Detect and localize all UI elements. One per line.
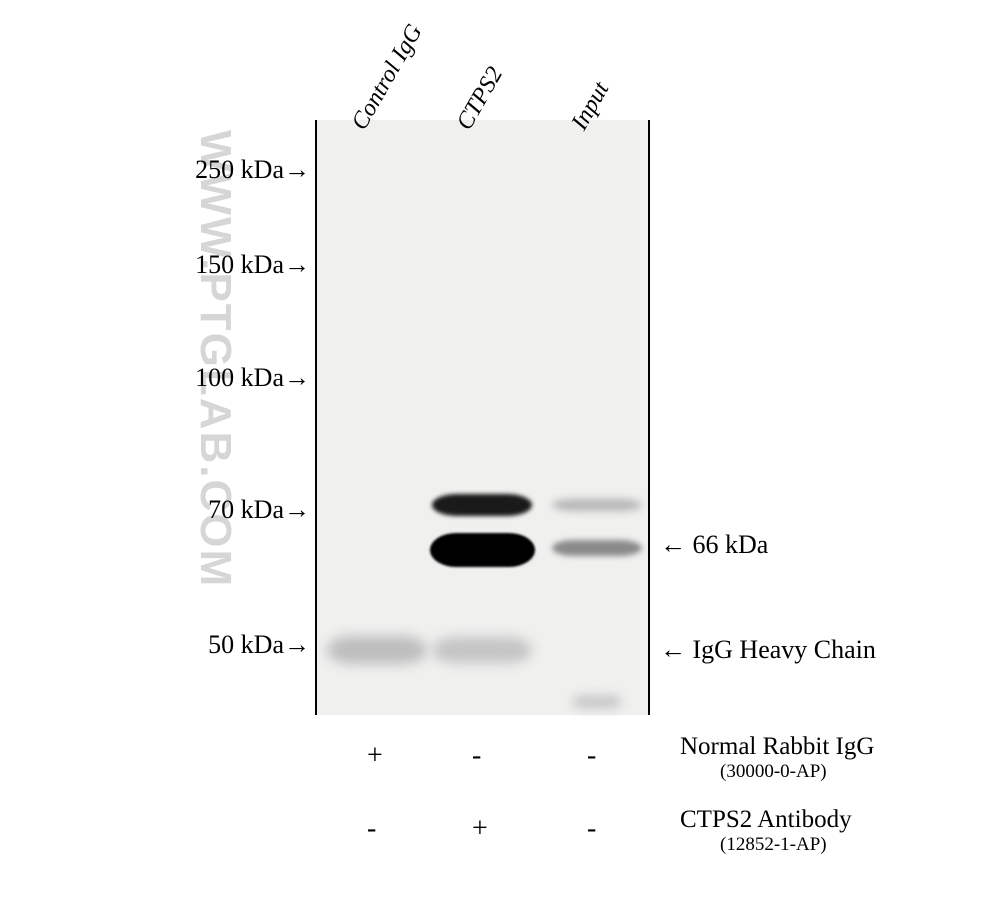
band-ctps2-2 <box>430 533 535 567</box>
pm-control-row0: + <box>367 740 383 772</box>
band-input-5 <box>552 540 642 556</box>
antibody-label-0: Normal Rabbit IgG <box>680 733 874 761</box>
band-input-6 <box>572 695 622 709</box>
right-annotation-1: ← IgG Heavy Chain <box>660 635 876 665</box>
band-control-0 <box>327 636 427 664</box>
blot-background <box>317 120 648 715</box>
antibody-sublabel-0: (30000-0-AP) <box>720 761 827 783</box>
pm-input-row1: - <box>587 813 596 845</box>
band-input-4 <box>552 499 642 511</box>
blot-membrane <box>315 120 650 715</box>
pm-ctps2-row0: - <box>472 740 481 772</box>
mw-marker-0: 250 kDa→ <box>195 155 310 185</box>
mw-marker-1: 150 kDa→ <box>195 250 310 280</box>
pm-control-row1: - <box>367 813 376 845</box>
band-ctps2-1 <box>432 494 532 516</box>
lane-label-control: Control IgG <box>347 20 429 135</box>
band-ctps2-3 <box>432 637 532 663</box>
antibody-sublabel-1: (12852-1-AP) <box>720 834 827 856</box>
mw-marker-3: 70 kDa→ <box>208 495 310 525</box>
right-annotation-0: ← 66 kDa <box>660 530 768 560</box>
antibody-label-1: CTPS2 Antibody <box>680 806 852 834</box>
pm-ctps2-row1: + <box>472 813 488 845</box>
mw-marker-4: 50 kDa→ <box>208 630 310 660</box>
figure-root: WWW.PTGLAB.COM Control IgG CTPS2 Input 2… <box>0 0 1000 903</box>
pm-input-row0: - <box>587 740 596 772</box>
mw-marker-2: 100 kDa→ <box>195 363 310 393</box>
